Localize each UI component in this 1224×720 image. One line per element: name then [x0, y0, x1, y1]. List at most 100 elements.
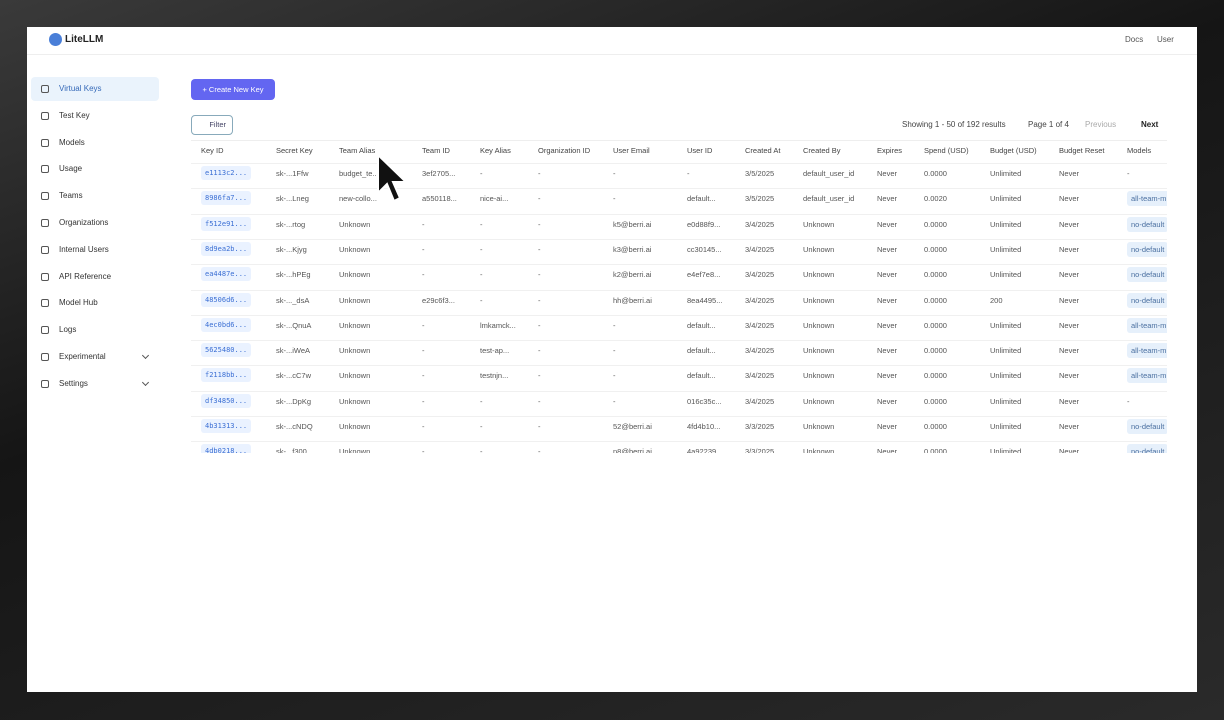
- nav-item[interactable]: Settings: [31, 372, 159, 396]
- table-cell: k5@berri.ai: [613, 220, 651, 229]
- cell-text: 0.0000: [924, 169, 947, 178]
- table-cell: sk-...Lneg: [276, 194, 309, 203]
- table-cell: Never: [1059, 397, 1079, 406]
- nav-item[interactable]: Experimental: [31, 345, 159, 369]
- table-cell: hh@berri.ai: [613, 296, 652, 305]
- table-cell: 0.0000: [924, 447, 947, 453]
- cell-text: -: [613, 169, 616, 178]
- key-id[interactable]: 4ec0bd6...: [201, 317, 252, 332]
- nav-item[interactable]: Organizations: [31, 211, 159, 235]
- key-id[interactable]: 5625480...: [201, 343, 252, 358]
- cell-text: no-default: [1127, 241, 1167, 257]
- table-cell: -: [480, 422, 483, 431]
- row-divider: [191, 340, 1167, 342]
- docs-link[interactable]: Docs: [1125, 35, 1144, 44]
- cell-text: -: [538, 422, 541, 431]
- cell-text: 0.0000: [924, 447, 947, 453]
- filter-button[interactable]: Filter: [191, 115, 233, 135]
- table-cell: 52@berri.ai: [613, 422, 652, 431]
- row-divider: [191, 441, 1167, 443]
- cell-text: Unlimited: [990, 447, 1022, 453]
- table-cell: Unknown: [803, 346, 834, 355]
- nav-item[interactable]: Logs: [31, 318, 159, 342]
- top-bar: LiteLLM Docs User: [27, 27, 1197, 55]
- cell-text: default_user_id: [803, 194, 855, 204]
- user-menu[interactable]: User: [1157, 35, 1174, 44]
- cell-text: no-default: [1127, 292, 1167, 308]
- table-cell: Unknown: [339, 245, 370, 254]
- nav-item[interactable]: Model Hub: [31, 291, 159, 315]
- table-cell: -: [538, 422, 541, 431]
- nav-icon: [41, 245, 49, 254]
- table-cell: sk-...rtog: [276, 220, 305, 229]
- column-header: User ID: [687, 146, 713, 155]
- cell-text: df34850...: [201, 393, 252, 408]
- cell-text: -: [538, 270, 541, 280]
- nav-item[interactable]: Usage: [31, 157, 159, 181]
- nav-item[interactable]: Models: [31, 131, 159, 155]
- key-id[interactable]: ea4487e...: [201, 267, 252, 282]
- previous-button[interactable]: Previous: [1085, 120, 1117, 129]
- key-id[interactable]: 4db0218...: [201, 444, 252, 453]
- table-cell: 0.0000: [924, 422, 947, 431]
- cell-text: 0.0000: [924, 422, 947, 431]
- table-cell: 0.0000: [924, 169, 947, 178]
- nav-item[interactable]: Internal Users: [31, 238, 159, 262]
- key-id[interactable]: f2118bb...: [201, 368, 252, 383]
- column-header: Team Alias: [339, 146, 376, 155]
- nav-item[interactable]: Virtual Keys: [31, 77, 159, 101]
- create-key-button[interactable]: + Create New Key: [191, 79, 275, 100]
- nav-icon: [41, 138, 49, 147]
- key-id[interactable]: 4b31313...: [201, 419, 252, 433]
- table-cell: Unknown: [803, 447, 834, 453]
- key-id[interactable]: 48506d6...: [201, 292, 252, 307]
- cell-text: -: [480, 244, 483, 254]
- cell-text: Never: [877, 346, 898, 356]
- key-id[interactable]: f512e91...: [201, 216, 252, 231]
- cell-text: 4ec0bd6...: [201, 317, 252, 332]
- table-cell: Never: [1059, 296, 1079, 305]
- nav-item[interactable]: Teams: [31, 184, 159, 208]
- cell-text: budget_te...: [339, 169, 379, 178]
- cell-text: test-ap...: [480, 346, 510, 356]
- table-cell: Never: [877, 270, 897, 279]
- table-cell: Never: [1059, 220, 1079, 229]
- table-cell: -: [422, 220, 425, 229]
- cell-text: sk-...Lneg: [276, 194, 309, 204]
- table-cell: 0.0000: [924, 220, 947, 229]
- column-header: Models: [1127, 146, 1152, 155]
- nav-item[interactable]: API Reference: [31, 265, 159, 289]
- cell-text: Never: [877, 219, 898, 229]
- table-cell: 4a92239...: [687, 447, 722, 453]
- next-button[interactable]: Next: [1141, 120, 1159, 129]
- cell-text: 52@berri.ai: [613, 422, 652, 431]
- key-id[interactable]: 8986fa7...: [201, 191, 252, 206]
- column-header: Spend (USD): [924, 146, 969, 155]
- nav-item[interactable]: Test Key: [31, 104, 159, 128]
- column-header: Budget Reset: [1059, 146, 1105, 155]
- cell-text: 3/4/2025: [745, 371, 775, 381]
- table-cell: sk-...DpKg: [276, 397, 311, 406]
- cell-text: Unlimited: [990, 244, 1022, 254]
- table-cell: 3/4/2025: [745, 296, 774, 305]
- column-header: Organization ID: [538, 146, 591, 155]
- cell-text: 0.0000: [924, 346, 947, 356]
- cell-text: 4fd4b10...: [687, 422, 721, 431]
- cell-text: 0.0000: [924, 371, 947, 381]
- cell-text: Never: [1059, 194, 1080, 204]
- cell-text: Never: [877, 422, 898, 431]
- cell-text: Never: [1059, 320, 1080, 330]
- cell-text: 3/3/2025: [745, 422, 775, 431]
- table-cell: default...: [687, 321, 716, 330]
- table-cell: Unknown: [339, 220, 370, 229]
- table-cell: Unlimited: [990, 270, 1021, 279]
- table-cell: sk-...f300: [276, 447, 307, 453]
- key-id[interactable]: 8d9ea2b...: [201, 241, 252, 256]
- table-cell: cc30145...: [687, 245, 722, 254]
- table-cell: sk-...hPEg: [276, 270, 311, 279]
- key-id[interactable]: df34850...: [201, 393, 252, 408]
- table-cell: -: [422, 422, 425, 431]
- key-id[interactable]: e1113c2...: [201, 166, 252, 180]
- cell-text: Never: [877, 270, 898, 280]
- cell-text: Never: [1059, 371, 1080, 381]
